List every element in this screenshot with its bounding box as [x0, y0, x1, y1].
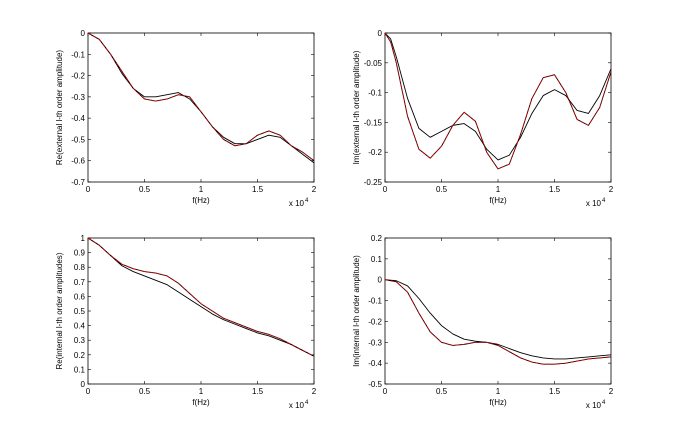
- x-tick-label: 0: [383, 185, 388, 194]
- y-tick-label: 0.2: [74, 351, 86, 360]
- x-multiplier-label: x 10: [586, 401, 602, 410]
- x-tick-label: 0: [383, 387, 388, 396]
- series-line-1: [384, 279, 612, 360]
- x-axis-label: f(Hz): [192, 398, 210, 407]
- y-tick-label: 0.9: [74, 249, 86, 258]
- x-tick-label: 1: [496, 185, 501, 194]
- x-tick-label: 1.5: [252, 387, 264, 396]
- y-tick-label: -0.5: [71, 135, 85, 144]
- x-tick-label: 2: [312, 387, 317, 396]
- x-multiplier-label: x 10: [289, 199, 305, 208]
- x-multiplier-label: x 10: [289, 401, 305, 410]
- series-line-1: [384, 32, 612, 161]
- y-tick-label: 0.4: [74, 322, 86, 331]
- x-tick-label: 0.5: [436, 185, 448, 194]
- x-multiplier-exponent: 4: [602, 198, 606, 204]
- x-tick-label: 1: [496, 387, 501, 396]
- y-tick-label: -0.2: [71, 72, 85, 81]
- x-tick-label: 2: [609, 185, 614, 194]
- series-line-3: [384, 32, 612, 170]
- plot-panel-3: 0 0.5 1 1.5 2 0 0.1 0.2 0.3 0.4 0.5 0.6 0.7 0.8 0.9 1 f(…: [55, 234, 317, 410]
- x-tick-label: 2: [609, 387, 614, 396]
- y-axis-label: Re(internal l-th order amplitudes): [55, 252, 64, 369]
- y-tick-label: 0.6: [74, 292, 86, 301]
- y-tick-label: -0.25: [364, 178, 383, 187]
- y-tick-label: -0.1: [71, 50, 85, 59]
- x-multiplier-exponent: 4: [305, 198, 309, 204]
- y-tick-label: 0: [378, 29, 383, 38]
- y-tick-label: 0: [378, 276, 383, 285]
- x-multiplier-exponent: 4: [602, 400, 606, 406]
- plot-panel-4: 0 0.5 1 1.5 2 -0.5 -0.4 -0.3 -0.2 -0.1 0 0.1 0.2 f(Hz…: [352, 234, 614, 410]
- x-tick-label: 0.5: [139, 387, 151, 396]
- y-axis-label: Re(external l-th order amplitude): [55, 50, 64, 165]
- x-axis-label: f(Hz): [192, 196, 210, 205]
- y-tick-label: -0.4: [71, 114, 85, 123]
- series-line-3: [87, 237, 315, 357]
- axes-frame: [87, 32, 315, 183]
- x-axis-label: f(Hz): [489, 398, 507, 407]
- x-tick-label: 1.5: [549, 387, 561, 396]
- x-tick-label: 1: [199, 185, 204, 194]
- plot-panel-1: 0 0.5 1 1.5 2 -0.7 -0.6 -0.5 -0.4 -0.3 -0.2 -0.1 0 f(…: [55, 29, 317, 208]
- y-tick-label: 0: [81, 380, 86, 389]
- y-tick-label: -0.2: [368, 317, 382, 326]
- series-line-1: [87, 237, 315, 357]
- y-tick-label: -0.5: [368, 380, 382, 389]
- y-tick-label: 0.7: [74, 278, 86, 287]
- y-tick-label: -0.6: [71, 157, 85, 166]
- y-tick-label: -0.4: [368, 359, 382, 368]
- series-line-3: [384, 279, 612, 365]
- y-tick-label: -0.1: [368, 89, 382, 98]
- x-tick-label: 0: [86, 185, 91, 194]
- x-tick-label: 0: [86, 387, 91, 396]
- y-tick-label: -0.3: [71, 93, 85, 102]
- x-tick-label: 1: [199, 387, 204, 396]
- y-tick-label: 0.1: [74, 365, 86, 374]
- y-tick-label: 0.1: [371, 255, 383, 264]
- y-tick-label: 0.8: [74, 263, 86, 272]
- plot-panel-2: 0 0.5 1 1.5 2 -0.25 -0.2 -0.15 -0.1 -0.05 0 f(Hz) x …: [352, 29, 614, 208]
- y-tick-label: -0.15: [364, 118, 383, 127]
- y-tick-label: 0: [81, 29, 86, 38]
- y-tick-label: 0.3: [74, 336, 86, 345]
- y-tick-label: -0.05: [364, 59, 383, 68]
- y-axis-label: Im(internal l-th order amplitude): [352, 255, 361, 367]
- y-tick-label: 1: [81, 234, 86, 243]
- axes-frame: [87, 237, 315, 385]
- series-line-3: [87, 32, 315, 162]
- x-tick-label: 2: [312, 185, 317, 194]
- x-axis-label: f(Hz): [489, 196, 507, 205]
- x-tick-label: 0.5: [436, 387, 448, 396]
- y-tick-label: -0.2: [368, 148, 382, 157]
- y-tick-label: -0.1: [368, 297, 382, 306]
- y-axis-label: Im(external l-th order amplitude): [352, 50, 361, 164]
- axes-frame: [384, 32, 612, 183]
- x-tick-label: 0.5: [139, 185, 151, 194]
- x-multiplier-label: x 10: [586, 199, 602, 208]
- axes-frame: [384, 237, 612, 385]
- y-tick-label: -0.3: [368, 338, 382, 347]
- x-multiplier-exponent: 4: [305, 400, 309, 406]
- y-tick-label: 0.5: [74, 307, 86, 316]
- x-tick-label: 1.5: [252, 185, 264, 194]
- x-tick-label: 1.5: [549, 185, 561, 194]
- y-tick-label: -0.7: [71, 178, 85, 187]
- y-tick-label: 0.2: [371, 234, 383, 243]
